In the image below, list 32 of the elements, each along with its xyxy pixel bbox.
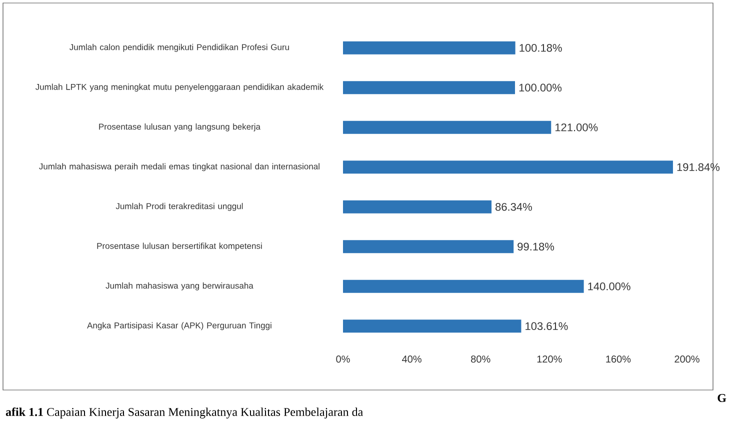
- bar: [343, 81, 516, 94]
- bar: [343, 320, 522, 333]
- data-label: 99.18%: [518, 242, 554, 251]
- text: G: [718, 394, 726, 402]
- text: afik 1.1 Capaian Kinerja Sasaran Meningkatnya Kualitas Pembelajaran da: [6, 407, 363, 419]
- y-tick-label: Prosentase lulusan yang langsung bekerja: [99, 123, 260, 132]
- data-label: 191.84%: [677, 163, 720, 172]
- y-tick-label: Jumlah mahasiswa peraih medali emas tingkat nasional dan internasional: [39, 163, 320, 172]
- data-label: 103.61%: [526, 322, 568, 330]
- x-tick-label: 80%: [471, 356, 490, 363]
- data-label: 86.34%: [496, 202, 532, 211]
- x-tick-label: 0%: [336, 356, 350, 363]
- x-tick-label: 40%: [402, 356, 422, 363]
- y-tick-label: Angka Partisipasi Kasar (APK) Perguruan Tinggi: [87, 322, 272, 330]
- y-tick-label: Prosentase lulusan bersertifikat kompetensi: [97, 242, 262, 251]
- bar: [343, 200, 492, 214]
- bar: [343, 41, 516, 54]
- bar: [343, 280, 584, 293]
- x-tick-label: 120%: [537, 356, 562, 363]
- data-label: 100.18%: [520, 44, 562, 52]
- x-tick-label: 160%: [606, 356, 631, 363]
- y-tick-label: Jumlah Prodi terakreditasi unggul: [116, 202, 243, 211]
- y-tick-label: Jumlah calon pendidik mengikuti Pendidikan Profesi Guru: [70, 44, 289, 52]
- bar: [343, 240, 514, 254]
- x-tick-label: 200%: [674, 356, 700, 363]
- data-label: 121.00%: [555, 123, 598, 132]
- data-label: 100.00%: [519, 84, 562, 92]
- bar: [343, 120, 552, 134]
- y-tick-label: Jumlah mahasiswa yang berwirausaha: [106, 282, 254, 290]
- bar: [343, 160, 673, 174]
- data-label: 140.00%: [588, 282, 630, 290]
- y-tick-label: Jumlah LPTK yang meningkat mutu penyelenggaraan pendidikan akademik: [36, 84, 324, 92]
